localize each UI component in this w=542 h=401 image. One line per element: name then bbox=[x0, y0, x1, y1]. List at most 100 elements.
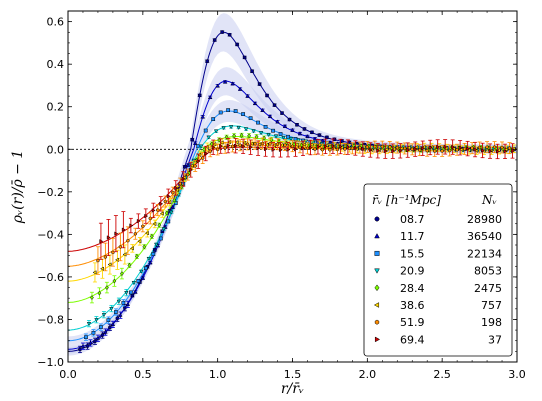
data-point bbox=[230, 81, 235, 86]
data-point bbox=[205, 59, 210, 64]
data-point bbox=[443, 144, 448, 150]
data-point bbox=[107, 262, 112, 267]
data-point bbox=[286, 134, 290, 139]
data-point bbox=[241, 144, 246, 149]
data-point bbox=[186, 172, 190, 177]
data-point bbox=[94, 318, 99, 323]
data-point bbox=[226, 108, 230, 112]
data-point bbox=[166, 219, 171, 224]
legend-marker bbox=[374, 284, 380, 292]
data-point bbox=[249, 141, 254, 146]
data-point bbox=[245, 142, 250, 147]
legend-marker bbox=[374, 268, 380, 274]
data-point bbox=[103, 329, 108, 334]
data-point bbox=[208, 149, 212, 154]
data-point bbox=[99, 325, 103, 329]
data-point bbox=[459, 147, 464, 152]
data-point bbox=[245, 93, 250, 98]
data-point bbox=[492, 145, 497, 149]
data-point bbox=[350, 146, 355, 151]
data-point bbox=[230, 144, 235, 149]
data-point bbox=[250, 69, 254, 74]
data-point bbox=[410, 147, 414, 152]
data-point bbox=[275, 119, 280, 124]
data-point bbox=[207, 94, 213, 99]
data-point bbox=[241, 112, 245, 116]
data-point bbox=[455, 147, 459, 152]
data-point bbox=[196, 144, 201, 149]
data-point bbox=[305, 134, 310, 139]
data-point bbox=[136, 218, 141, 224]
legend-radius: 20.9 bbox=[400, 265, 425, 278]
data-point bbox=[252, 100, 258, 105]
data-point bbox=[462, 147, 467, 151]
legend-row-11.7: 11.7 36540 bbox=[374, 230, 502, 243]
data-point bbox=[368, 147, 373, 153]
data-point bbox=[421, 146, 426, 151]
data-point bbox=[248, 116, 253, 121]
data-point bbox=[258, 131, 264, 136]
x-tick-labels: 0.0 0.5 1.0 1.5 2.0 2.5 3.0 bbox=[59, 368, 526, 381]
data-point bbox=[242, 140, 247, 146]
data-point bbox=[86, 322, 92, 327]
data-point bbox=[254, 134, 259, 140]
data-point bbox=[99, 266, 104, 271]
data-point bbox=[234, 140, 239, 145]
data-point bbox=[264, 142, 269, 148]
data-point bbox=[239, 132, 244, 138]
data-point bbox=[485, 145, 489, 150]
data-point bbox=[193, 164, 197, 168]
data-point bbox=[470, 146, 474, 150]
data-point bbox=[148, 216, 152, 221]
data-point bbox=[223, 145, 227, 150]
data-point bbox=[316, 144, 321, 150]
data-point bbox=[294, 142, 299, 147]
data-point bbox=[325, 135, 329, 140]
legend-row-15.5: 15.5 22134 bbox=[374, 247, 502, 260]
legend-marker bbox=[374, 250, 380, 256]
data-point bbox=[346, 144, 351, 150]
data-point bbox=[331, 143, 336, 149]
data-point bbox=[218, 110, 223, 115]
data-point bbox=[309, 142, 314, 147]
legend: r̄ᵥ [h⁻¹Mpc] Nᵥ 08.7 28980 11.7 36540 15.5 22… bbox=[363, 183, 513, 357]
data-point bbox=[133, 231, 137, 236]
data-point bbox=[338, 144, 343, 149]
data-point bbox=[154, 242, 159, 247]
data-point bbox=[109, 307, 114, 312]
data-point bbox=[376, 148, 381, 153]
data-point bbox=[185, 162, 190, 167]
data-point bbox=[297, 131, 303, 136]
data-point bbox=[249, 145, 254, 150]
legend-marker bbox=[374, 336, 381, 343]
data-point bbox=[507, 146, 512, 150]
data-point bbox=[144, 230, 149, 236]
data-point bbox=[353, 145, 358, 151]
data-point bbox=[293, 146, 298, 152]
data-point bbox=[96, 258, 100, 263]
y-tick-labels: −1.0 −0.8 −0.6 −0.4 −0.2 0.0 0.2 0.4 0.6 bbox=[37, 16, 64, 369]
y-tick-label: −0.6 bbox=[37, 271, 64, 284]
data-point bbox=[121, 227, 126, 232]
data-point bbox=[328, 147, 332, 152]
data-point bbox=[173, 201, 178, 205]
data-point bbox=[308, 145, 313, 150]
data-point bbox=[271, 128, 275, 133]
data-point bbox=[473, 147, 478, 152]
data-point bbox=[268, 141, 272, 146]
data-point bbox=[129, 223, 134, 228]
band-2 bbox=[68, 100, 517, 345]
data-point bbox=[104, 285, 109, 291]
legend-header-count: Nᵥ bbox=[481, 193, 497, 207]
y-tick-label: 0.6 bbox=[47, 16, 65, 29]
data-point bbox=[206, 135, 211, 140]
legend-count: 2475 bbox=[474, 282, 502, 295]
data-point bbox=[112, 278, 117, 284]
data-point bbox=[257, 142, 262, 147]
data-point bbox=[391, 146, 396, 152]
data-point bbox=[215, 83, 220, 88]
data-point bbox=[272, 103, 277, 107]
data-point bbox=[448, 148, 452, 153]
data-point bbox=[335, 147, 340, 152]
